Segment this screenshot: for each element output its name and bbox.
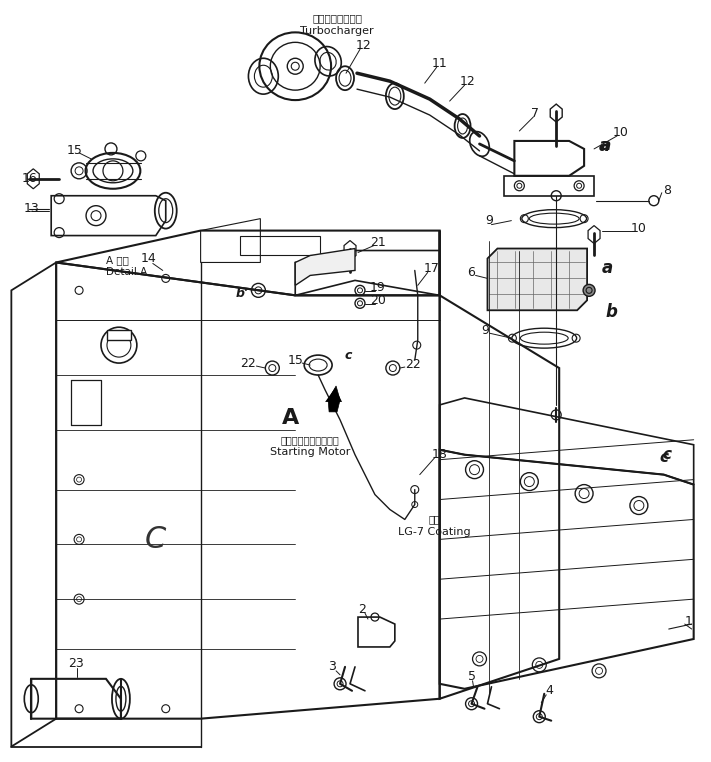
Text: 16: 16 bbox=[21, 172, 37, 185]
Text: b': b' bbox=[236, 287, 249, 299]
Text: 13: 13 bbox=[23, 202, 39, 215]
Text: 19: 19 bbox=[370, 281, 386, 294]
Text: 15: 15 bbox=[287, 354, 303, 367]
Text: 11: 11 bbox=[432, 56, 447, 70]
Bar bbox=[107, 330, 131, 340]
Bar bbox=[240, 235, 320, 255]
Text: スターティングモータ: スターティングモータ bbox=[281, 435, 340, 445]
Text: 23: 23 bbox=[68, 658, 84, 671]
Text: 20: 20 bbox=[370, 294, 386, 307]
Text: 1: 1 bbox=[685, 615, 693, 628]
Text: 15: 15 bbox=[67, 145, 83, 158]
Text: 8: 8 bbox=[663, 184, 670, 197]
Text: 7: 7 bbox=[531, 107, 540, 120]
Text: c: c bbox=[344, 348, 352, 362]
Text: 塗布: 塗布 bbox=[429, 514, 441, 524]
Text: A 詳細: A 詳細 bbox=[106, 255, 129, 265]
Text: 3: 3 bbox=[328, 661, 336, 674]
Polygon shape bbox=[325, 388, 342, 402]
Text: 21: 21 bbox=[370, 236, 386, 249]
Circle shape bbox=[583, 284, 595, 296]
Text: a: a bbox=[599, 137, 609, 155]
Text: b: b bbox=[605, 303, 617, 322]
Text: C: C bbox=[145, 525, 166, 554]
Text: 9: 9 bbox=[486, 214, 493, 227]
Polygon shape bbox=[295, 248, 355, 286]
Text: 4: 4 bbox=[545, 684, 553, 697]
Text: 9: 9 bbox=[481, 324, 489, 337]
Text: 22: 22 bbox=[405, 357, 421, 370]
Text: 6: 6 bbox=[468, 266, 476, 279]
Text: 2: 2 bbox=[358, 603, 366, 616]
Text: Turbocharger: Turbocharger bbox=[300, 27, 374, 37]
Text: 22: 22 bbox=[240, 357, 256, 370]
Text: 12: 12 bbox=[460, 75, 476, 88]
Polygon shape bbox=[488, 248, 587, 310]
Text: a: a bbox=[601, 139, 611, 153]
Text: 5: 5 bbox=[468, 671, 476, 684]
Text: Starting Motor: Starting Motor bbox=[270, 447, 351, 456]
Text: 14: 14 bbox=[141, 252, 156, 265]
Text: c: c bbox=[662, 447, 671, 463]
Text: LG-7 Coating: LG-7 Coating bbox=[398, 527, 471, 537]
Text: 18: 18 bbox=[432, 448, 448, 461]
Text: A: A bbox=[282, 408, 299, 427]
Text: 10: 10 bbox=[613, 126, 629, 139]
Text: 17: 17 bbox=[424, 262, 439, 275]
Text: ターボチャージャ: ターボチャージャ bbox=[312, 14, 362, 24]
Polygon shape bbox=[328, 386, 340, 412]
Text: Detail A: Detail A bbox=[106, 267, 147, 277]
Text: c: c bbox=[659, 450, 668, 465]
Text: 10: 10 bbox=[631, 222, 647, 235]
Text: a: a bbox=[602, 259, 613, 277]
Text: 12: 12 bbox=[356, 39, 372, 52]
